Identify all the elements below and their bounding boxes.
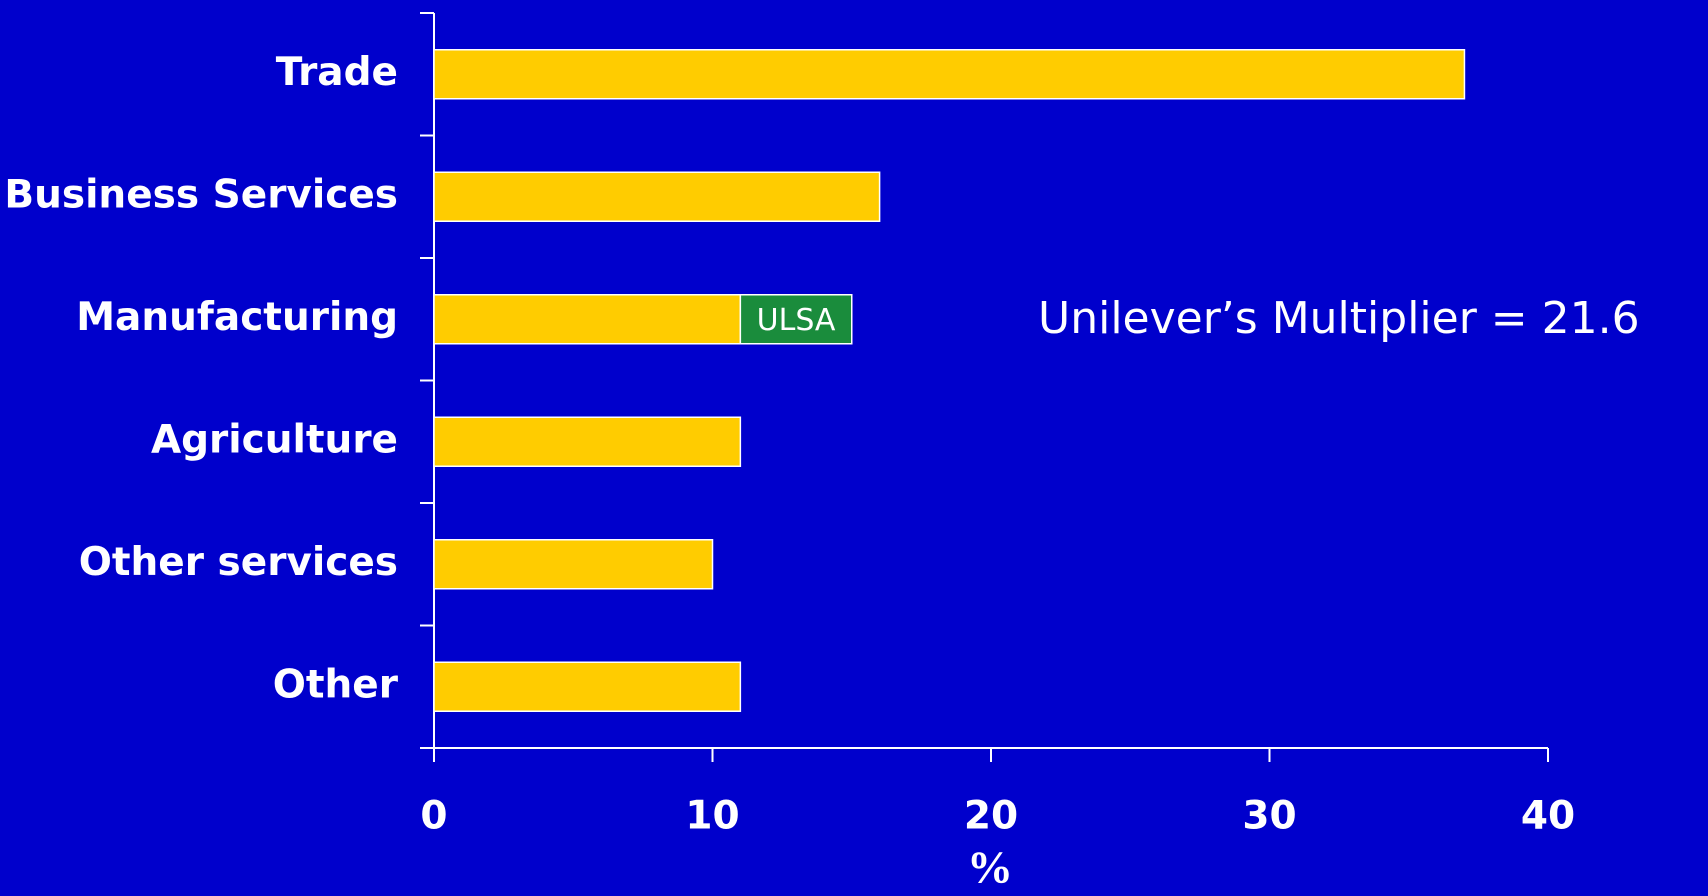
annotation: Unilever’s Multiplier = 21.6 [1038, 293, 1640, 344]
x-tick-label: 0 [420, 794, 447, 839]
bar [433, 661, 742, 712]
bar [433, 294, 742, 345]
x-tick-label: 10 [685, 794, 739, 839]
x-axis-label: % [967, 842, 1013, 893]
x-tick-label: 30 [1242, 794, 1296, 839]
bar [739, 294, 853, 345]
bar [433, 416, 742, 467]
y-tick-label: Manufacturing [76, 295, 398, 340]
bar [433, 539, 714, 590]
x-tick-label: 20 [964, 794, 1018, 839]
bar [433, 49, 1466, 100]
y-tick-label: Other [273, 662, 399, 707]
y-tick-label: Trade [276, 50, 398, 95]
y-tick-label: Other services [79, 540, 398, 585]
bar-label: ULSA [757, 303, 836, 338]
bar [433, 171, 881, 222]
y-tick-label: Agriculture [151, 417, 398, 462]
x-tick-label: 40 [1521, 794, 1575, 839]
y-tick-label: Business Services [4, 172, 398, 217]
